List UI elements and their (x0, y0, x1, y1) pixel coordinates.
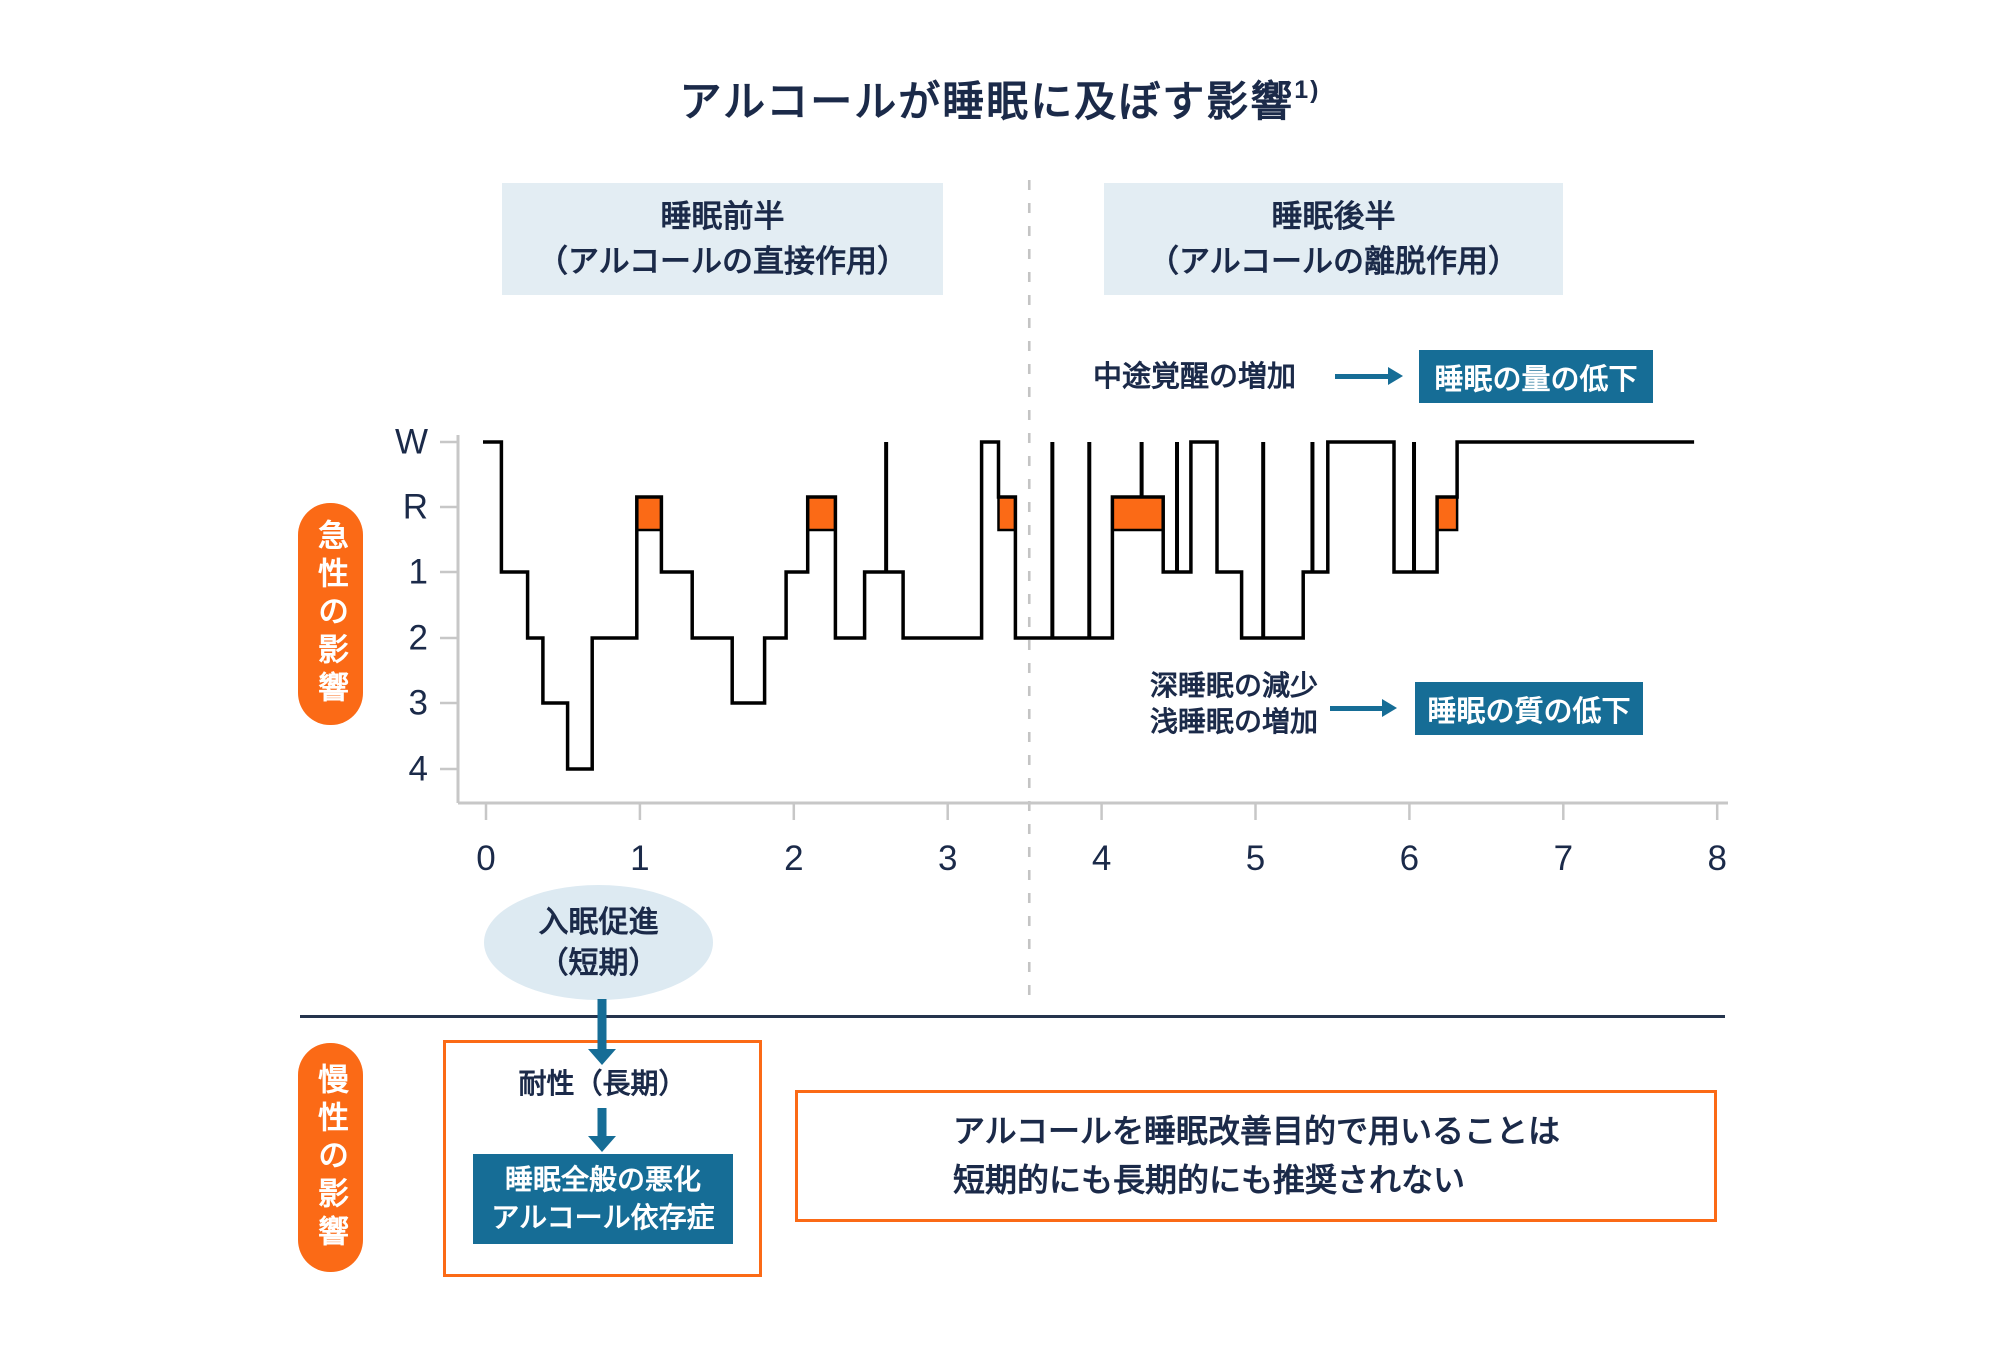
header-first-half-line2: （アルコールの直接作用） (536, 244, 909, 279)
arrow-right-icon (1335, 367, 1403, 385)
recommendation-line1: アルコールを睡眠改善目的で用いることは (953, 1113, 1561, 1149)
acute-effects-pill: 急性の影響 (298, 503, 363, 725)
arrow-head (588, 1049, 616, 1065)
svg-text:1: 1 (630, 839, 649, 878)
page-title-text: アルコールが睡眠に及ぼす影響 (679, 78, 1295, 125)
svg-text:2: 2 (784, 839, 803, 878)
header-second-half-line2: （アルコールの離脱作用） (1147, 244, 1520, 279)
ellipse-line1: 入眠促進 (538, 905, 659, 939)
header-sleep-second-half: 睡眠後半 （アルコールの離脱作用） (1104, 183, 1563, 295)
page-title: アルコールが睡眠に及ぼす影響1) (0, 68, 2000, 129)
tolerance-label: 耐性（長期） (518, 1068, 687, 1099)
arrow-down-icon (588, 999, 616, 1065)
svg-text:3: 3 (938, 839, 957, 878)
svg-text:3: 3 (409, 684, 428, 723)
acute-chronic-divider (300, 1015, 1725, 1018)
header-second-half-line1: 睡眠後半 (1271, 199, 1396, 234)
header-first-half-line1: 睡眠前半 (660, 199, 785, 234)
worsening-line1: 睡眠全般の悪化 (504, 1164, 701, 1195)
quality-label-line2: 浅睡眠の増加 (1149, 706, 1318, 737)
wake-increase-label: 中途覚醒の増加 (1092, 361, 1296, 393)
svg-text:4: 4 (409, 750, 428, 789)
page-title-footnote-marker: 1) (1294, 76, 1321, 104)
arrow-head (1382, 699, 1397, 717)
ellipse-line2: （短期） (538, 946, 659, 980)
deep-sleep-decrease-label: 深睡眠の減少 浅睡眠の増加 (1134, 668, 1334, 740)
arrow-shaft (1330, 706, 1385, 711)
arrow-right-icon (1330, 699, 1397, 717)
arrow-shaft (597, 1108, 607, 1137)
sleep-quality-decline-box: 睡眠の質の低下 (1415, 682, 1643, 735)
svg-text:7: 7 (1554, 839, 1573, 878)
svg-text:6: 6 (1400, 839, 1419, 878)
svg-text:R: R (403, 488, 428, 527)
arrow-shaft (1335, 374, 1391, 379)
svg-text:8: 8 (1707, 839, 1726, 878)
arrow-head (1388, 367, 1403, 385)
svg-text:4: 4 (1092, 839, 1111, 878)
header-sleep-first-half: 睡眠前半 （アルコールの直接作用） (502, 183, 943, 295)
svg-text:5: 5 (1246, 839, 1265, 878)
chronic-effects-pill: 慢性の影響 (298, 1043, 363, 1272)
arrow-shaft (597, 999, 607, 1050)
quality-label-line1: 深睡眠の減少 (1149, 670, 1318, 701)
sleep-onset-ellipse: 入眠促進 （短期） (484, 885, 713, 1000)
recommendation-box: アルコールを睡眠改善目的で用いることは 短期的にも長期的にも推奨されない (795, 1090, 1717, 1222)
sleep-quantity-decline-box: 睡眠の量の低下 (1419, 350, 1653, 403)
svg-text:W: W (395, 423, 428, 462)
svg-text:1: 1 (409, 553, 428, 592)
svg-text:2: 2 (409, 619, 428, 658)
worsening-line2: アルコール依存症 (491, 1202, 715, 1233)
recommendation-line2: 短期的にも長期的にも推奨されない (953, 1162, 1466, 1198)
svg-text:0: 0 (476, 839, 495, 878)
sleep-worsening-box: 睡眠全般の悪化 アルコール依存症 (473, 1154, 733, 1244)
arrow-head (588, 1136, 616, 1152)
arrow-down-icon (588, 1108, 616, 1152)
